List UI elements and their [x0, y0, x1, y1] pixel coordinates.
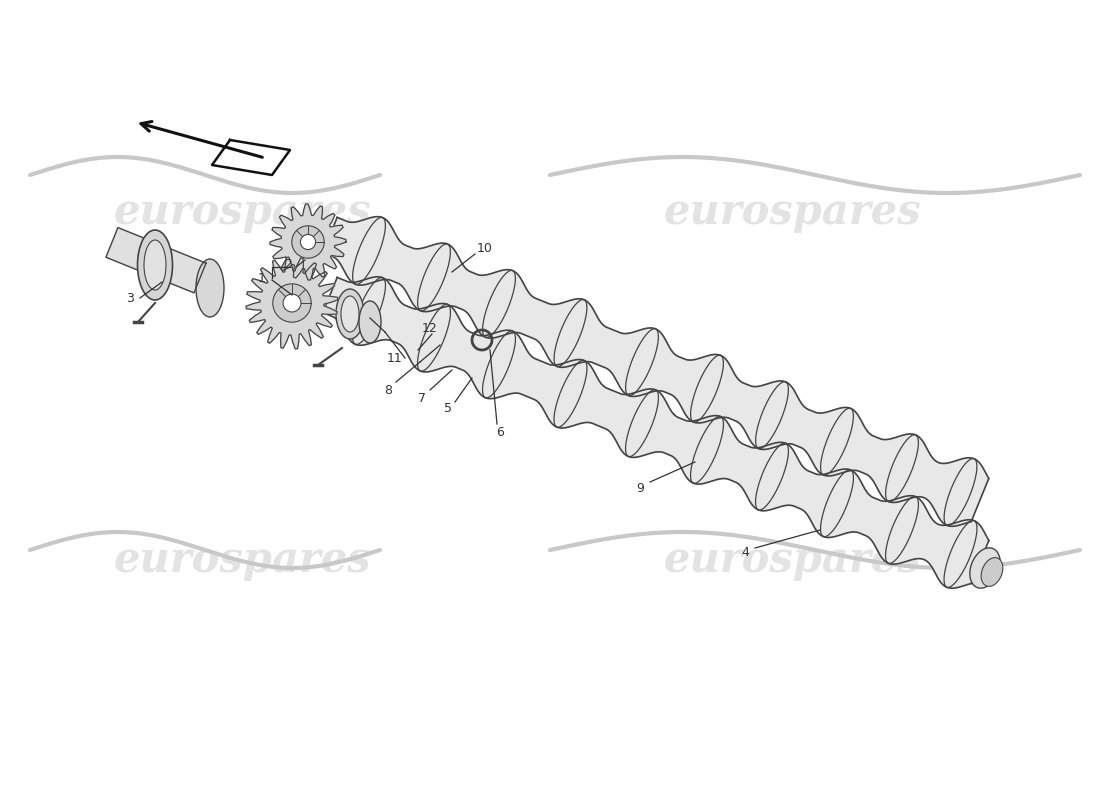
Text: 3: 3	[126, 291, 134, 305]
Ellipse shape	[196, 259, 224, 317]
Ellipse shape	[981, 558, 1003, 586]
Ellipse shape	[970, 548, 1000, 588]
Text: 5: 5	[444, 402, 452, 414]
Text: 2: 2	[284, 258, 292, 271]
Text: eurospares: eurospares	[663, 539, 921, 581]
Polygon shape	[322, 277, 989, 588]
Ellipse shape	[144, 240, 166, 290]
Circle shape	[273, 284, 311, 322]
Text: 4: 4	[741, 546, 749, 558]
Polygon shape	[246, 257, 338, 349]
Polygon shape	[106, 227, 206, 293]
Ellipse shape	[138, 230, 173, 300]
Ellipse shape	[336, 289, 364, 339]
Ellipse shape	[341, 296, 359, 332]
Text: eurospares: eurospares	[113, 539, 371, 581]
Polygon shape	[270, 204, 346, 280]
Circle shape	[283, 294, 301, 312]
Circle shape	[292, 226, 324, 258]
Text: 7: 7	[418, 391, 426, 405]
Circle shape	[300, 234, 316, 250]
Text: 6: 6	[496, 426, 504, 438]
Text: 10: 10	[477, 242, 493, 254]
Ellipse shape	[359, 301, 381, 343]
Polygon shape	[322, 217, 989, 526]
Text: eurospares: eurospares	[113, 191, 371, 233]
Text: 12: 12	[422, 322, 438, 334]
Text: 8: 8	[384, 383, 392, 397]
Text: 1: 1	[258, 271, 266, 285]
Text: 9: 9	[636, 482, 644, 494]
Text: 11: 11	[387, 351, 403, 365]
Text: eurospares: eurospares	[663, 191, 921, 233]
